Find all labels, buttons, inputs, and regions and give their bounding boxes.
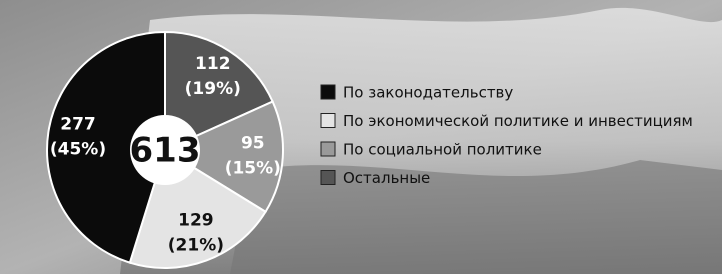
legend-label: По экономической политике и инвестициям <box>343 112 693 130</box>
chart: 112 (19%) 95 (15%) 129 (21%) 277 (45%) 613 По з… <box>0 0 722 274</box>
value-label: 95 <box>241 134 265 154</box>
flag-shadow <box>230 160 722 274</box>
legend-swatch <box>321 114 335 128</box>
value-label: 277 <box>60 115 96 135</box>
legend-swatch <box>321 85 335 99</box>
percentage-label: (15%) <box>225 159 281 179</box>
percentage-label: (21%) <box>168 235 224 255</box>
total-label: 613 <box>130 131 201 171</box>
legend-swatch <box>321 142 335 156</box>
percentage-label: (45%) <box>50 140 106 160</box>
legend-swatch <box>321 171 335 185</box>
legend-label: По законодательству <box>343 84 513 102</box>
value-label: 129 <box>178 210 214 230</box>
legend-label: По социальной политике <box>343 141 542 159</box>
value-label: 112 <box>195 54 231 74</box>
legend-label: Остальные <box>343 169 430 187</box>
percentage-label: (19%) <box>185 79 241 99</box>
